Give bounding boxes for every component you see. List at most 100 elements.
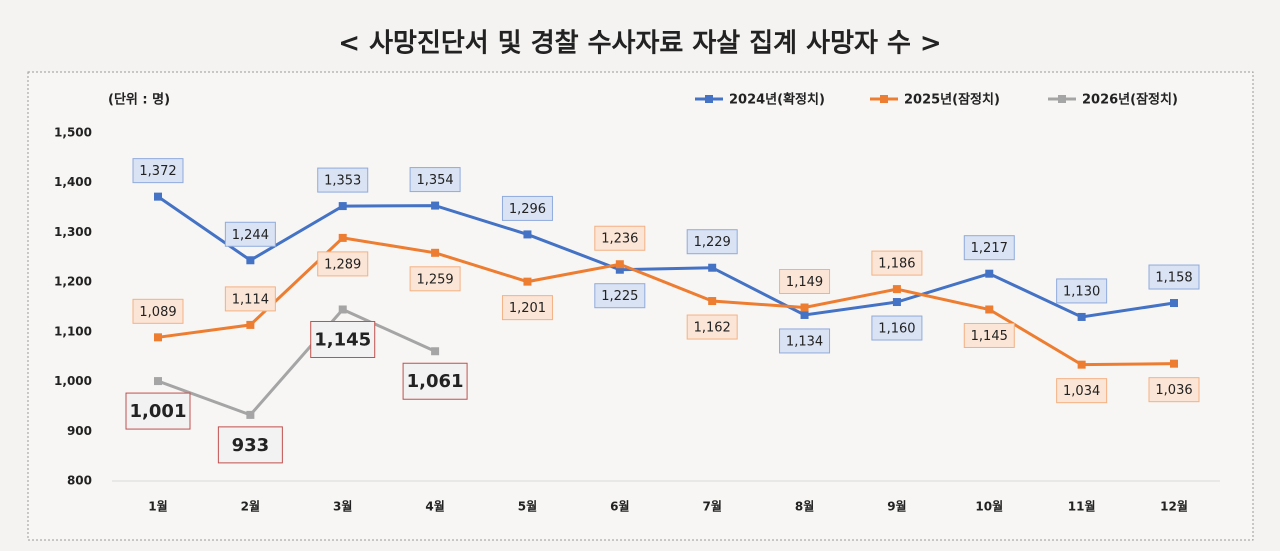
value-label-box — [224, 221, 276, 247]
value-label: 1,354 — [416, 173, 453, 188]
y-tick-label: 1,000 — [54, 374, 92, 388]
value-label-box — [402, 362, 468, 400]
point-marker — [246, 410, 255, 419]
value-label: 1,162 — [694, 321, 731, 336]
value-label: 1,114 — [232, 292, 269, 307]
value-label-box — [317, 167, 369, 193]
y-tick-label: 800 — [67, 474, 92, 488]
value-label: 1,160 — [878, 322, 915, 337]
value-label: 1,296 — [509, 202, 546, 217]
value-label: 1,036 — [1155, 383, 1192, 398]
legend-marker — [1058, 95, 1066, 103]
y-tick-label: 1,300 — [54, 225, 92, 239]
value-label-box — [1148, 264, 1200, 290]
value-label: 1,372 — [139, 164, 176, 179]
value-label: 1,289 — [324, 257, 361, 272]
value-label: 1,201 — [509, 301, 546, 316]
legend-marker — [705, 95, 713, 103]
value-label-box — [1148, 377, 1200, 403]
value-label-box — [132, 298, 184, 324]
value-label-box — [409, 167, 461, 193]
point-marker — [338, 233, 347, 242]
point-marker — [892, 285, 901, 294]
value-label: 1,145 — [971, 329, 1008, 344]
value-label-box — [217, 426, 283, 464]
point-marker — [246, 320, 255, 329]
value-label-box — [871, 315, 923, 341]
unit-label: (단위 : 명) — [108, 92, 170, 108]
x-tick-label: 11월 — [1068, 499, 1096, 514]
x-tick-label: 10월 — [975, 499, 1003, 514]
point-marker — [985, 269, 994, 278]
point-marker — [431, 201, 440, 210]
value-label: 1,130 — [1063, 284, 1100, 299]
legend-label: 2024년(확정치) — [729, 92, 825, 108]
chart-title: < 사망진단서 및 경찰 수사자료 자살 집계 사망자 수 > — [338, 29, 941, 59]
value-label-box — [963, 235, 1015, 261]
point-marker — [431, 248, 440, 257]
value-label-box — [409, 266, 461, 292]
x-tick-label: 1월 — [148, 499, 167, 514]
value-label-box — [963, 322, 1015, 348]
y-tick-label: 900 — [67, 424, 92, 438]
y-tick-label: 1,400 — [54, 175, 92, 189]
x-tick-label: 3월 — [333, 499, 352, 514]
point-marker — [615, 260, 624, 269]
point-marker — [431, 347, 440, 356]
x-tick-label: 2월 — [241, 499, 260, 514]
point-marker — [154, 192, 162, 201]
value-label-box — [779, 268, 831, 294]
value-label-box — [779, 328, 831, 354]
point-marker — [523, 277, 532, 286]
value-label-box — [501, 195, 553, 221]
value-label: 1,158 — [1155, 271, 1192, 286]
value-label: 1,061 — [407, 371, 464, 392]
point-marker — [1077, 312, 1086, 321]
point-marker — [1077, 360, 1086, 369]
x-tick-label: 5월 — [518, 499, 537, 514]
value-label: 1,134 — [786, 334, 823, 349]
x-tick-label: 8월 — [795, 499, 814, 514]
value-label: 1,244 — [232, 228, 269, 243]
value-label-box — [686, 229, 738, 255]
value-label: 1,217 — [971, 241, 1008, 256]
value-label: 1,236 — [601, 232, 638, 247]
point-marker — [154, 377, 162, 386]
value-label: 1,259 — [416, 272, 453, 287]
value-label-box — [317, 251, 369, 277]
x-tick-label: 9월 — [887, 499, 906, 514]
point-marker — [800, 303, 809, 312]
value-label: 1,186 — [878, 257, 915, 272]
value-label-box — [125, 392, 191, 430]
series-line — [157, 307, 436, 417]
point-marker — [985, 305, 994, 314]
legend-marker — [880, 95, 888, 103]
point-marker — [615, 265, 624, 274]
value-label: 1,145 — [314, 329, 371, 350]
x-tick-label: 12월 — [1160, 499, 1188, 514]
point-marker — [892, 298, 901, 307]
value-label: 1,149 — [786, 275, 823, 290]
point-marker — [338, 202, 347, 211]
point-marker — [523, 230, 532, 239]
value-label-box — [1056, 278, 1108, 304]
value-label-box — [871, 250, 923, 276]
value-label-box — [132, 158, 184, 184]
value-label-box — [224, 286, 276, 312]
point-marker — [338, 305, 347, 314]
value-label-box — [310, 320, 376, 358]
value-label-box — [594, 225, 646, 251]
point-marker — [246, 256, 255, 265]
value-label-box — [686, 314, 738, 340]
y-tick-label: 1,100 — [54, 324, 92, 338]
point-marker — [1170, 359, 1178, 368]
point-marker — [1170, 299, 1178, 308]
legend-label: 2026년(잠정치) — [1082, 92, 1178, 108]
y-tick-label: 1,200 — [54, 275, 92, 289]
series-line — [157, 195, 1175, 319]
x-tick-label: 6월 — [610, 499, 629, 514]
point-marker — [708, 263, 717, 272]
point-marker — [800, 310, 809, 319]
